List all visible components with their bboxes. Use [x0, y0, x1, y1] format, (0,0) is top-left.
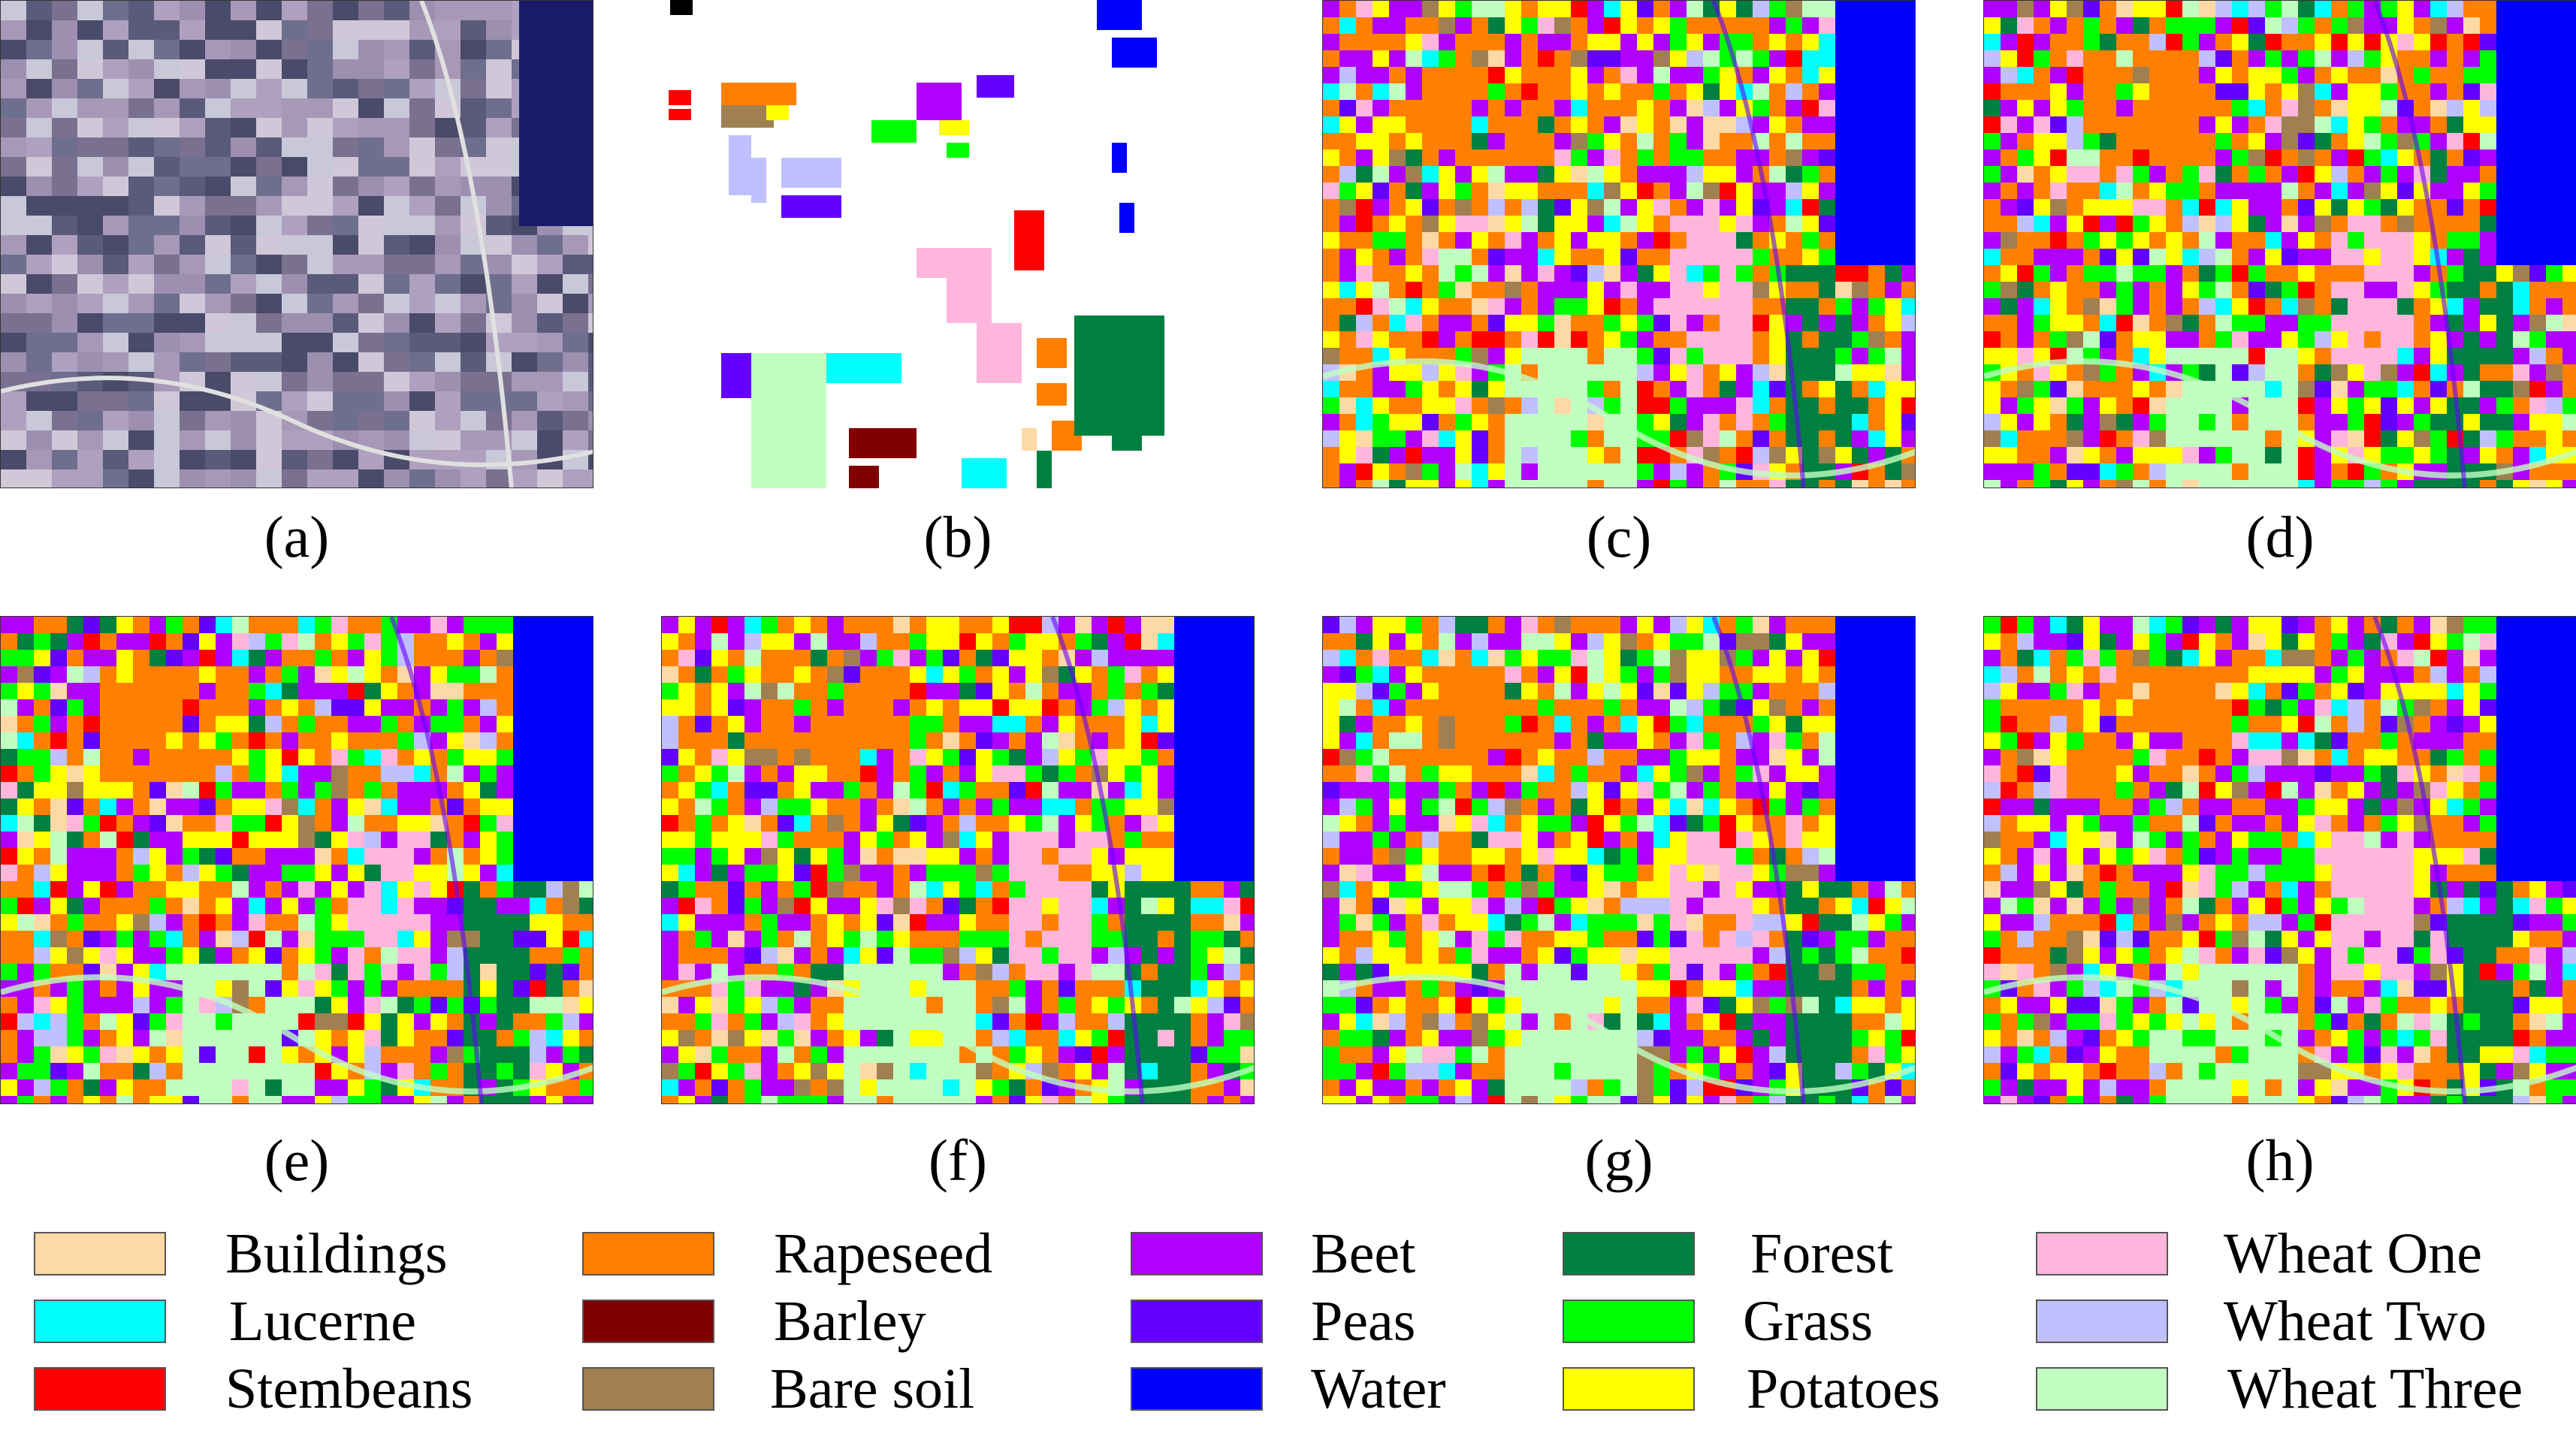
panel-h-classification [1983, 616, 2576, 1104]
legend-swatch [582, 1367, 714, 1411]
sar-pauli-image [1, 1, 593, 488]
legend-label: Forest [1750, 1222, 1893, 1285]
legend-label: Wheat Two [2224, 1290, 2487, 1353]
legend-swatch [2036, 1367, 2168, 1411]
legend-label: Lucerne [229, 1290, 416, 1353]
classification-map-g [1323, 617, 1915, 1103]
legend-label: Water [1311, 1357, 1446, 1420]
classification-map-c [1323, 1, 1915, 488]
legend-swatch [1131, 1367, 1263, 1411]
classification-map-h [1984, 617, 2576, 1103]
legend-swatch [1563, 1232, 1695, 1275]
legend-swatch [34, 1367, 166, 1411]
caption-c: (c) [1586, 504, 1652, 569]
classification-map-e [1, 617, 593, 1103]
panel-g-classification [1322, 616, 1916, 1104]
legend-label: Stembeans [225, 1357, 473, 1420]
legend-swatch [582, 1300, 714, 1343]
legend-label: Potatoes [1747, 1357, 1940, 1420]
caption-b: (b) [923, 504, 992, 569]
legend-label: Bare soil [770, 1357, 975, 1420]
legend-label: Rapeseed [774, 1222, 993, 1285]
legend-label: Wheat Three [2227, 1357, 2523, 1420]
legend-swatch [582, 1232, 714, 1275]
caption-d: (d) [2245, 504, 2315, 569]
legend-swatch [34, 1300, 166, 1343]
caption-f: (f) [929, 1128, 987, 1193]
caption-e: (e) [264, 1128, 330, 1193]
legend-swatch [1131, 1300, 1263, 1343]
legend-label: Beet [1311, 1222, 1416, 1285]
classification-map-f [662, 617, 1254, 1103]
panel-a-sar-image [0, 0, 593, 488]
legend-swatch [34, 1232, 166, 1275]
legend-label: Grass [1743, 1290, 1874, 1353]
panel-b-ground-truth [661, 0, 1255, 488]
classification-map-d [1984, 1, 2576, 488]
legend-label: Peas [1311, 1290, 1416, 1353]
legend-swatch [1563, 1367, 1695, 1411]
legend-swatch [2036, 1300, 2168, 1343]
caption-g: (g) [1584, 1128, 1653, 1193]
legend-label: Buildings [225, 1222, 448, 1285]
legend-swatch [2036, 1232, 2168, 1275]
legend-label: Wheat One [2224, 1222, 2482, 1285]
caption-a: (a) [264, 504, 330, 569]
legend-swatch [1563, 1300, 1695, 1343]
legend-label: Barley [774, 1290, 926, 1353]
panel-d-classification [1983, 0, 2576, 488]
ground-truth-map [661, 0, 1255, 488]
caption-h: (h) [2245, 1128, 2315, 1193]
panel-c-classification [1322, 0, 1916, 488]
legend-swatch [1131, 1232, 1263, 1275]
panel-e-classification [0, 616, 593, 1104]
panel-f-classification [661, 616, 1255, 1104]
